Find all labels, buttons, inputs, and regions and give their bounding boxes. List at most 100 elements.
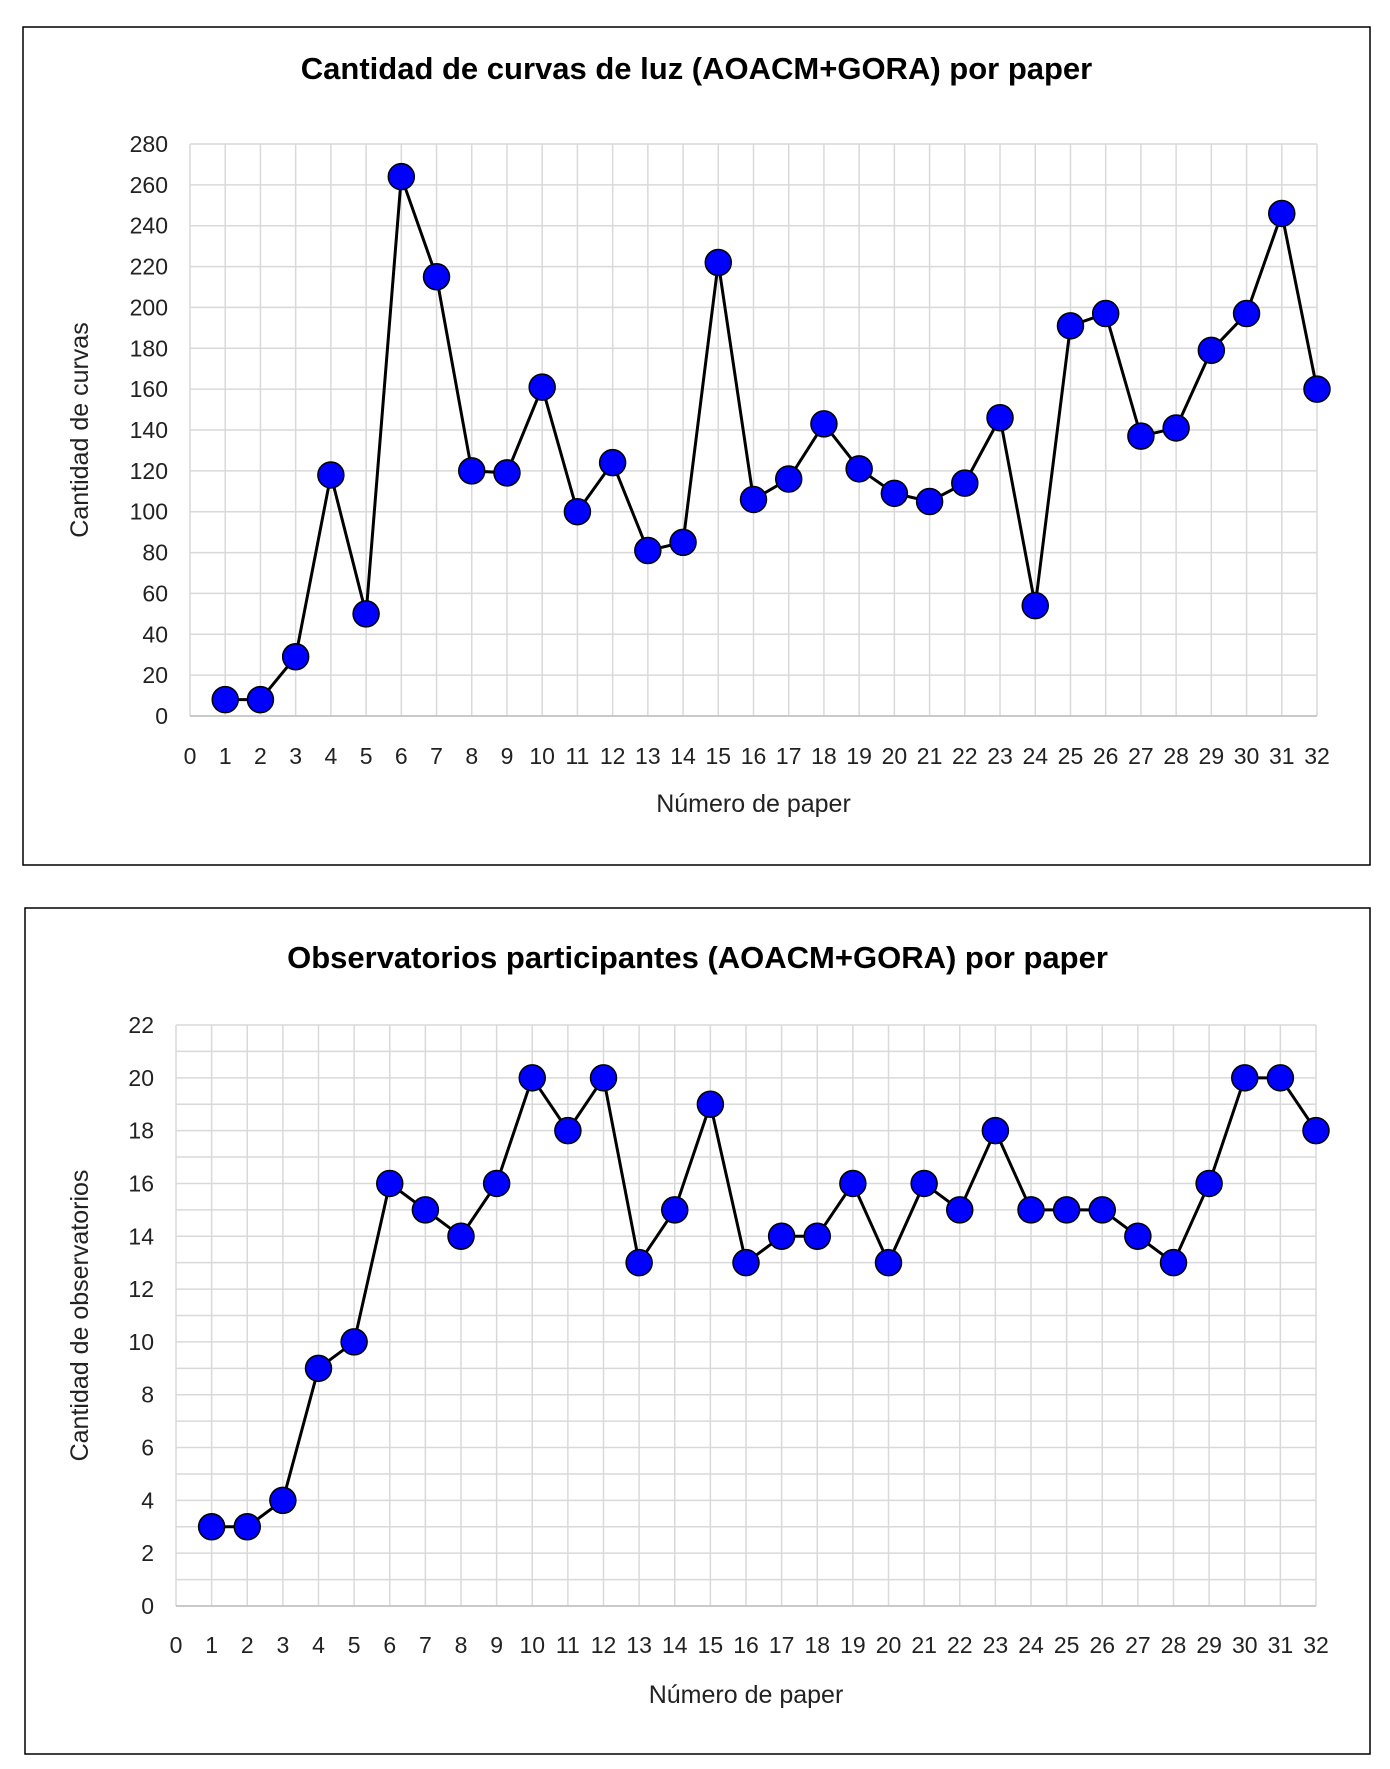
data-point: [696, 1090, 725, 1118]
x-tick-label: 23: [987, 743, 1013, 769]
x-tick-label: 20: [876, 1632, 902, 1658]
data-point: [803, 1222, 831, 1251]
y-tick-label: 240: [130, 213, 168, 239]
data-point: [839, 1169, 867, 1198]
data-point: [1162, 414, 1190, 442]
x-tick-label: 30: [1234, 743, 1260, 769]
y-tick-label: 160: [130, 376, 168, 402]
x-tick-label: 21: [911, 1632, 937, 1658]
data-point: [774, 465, 803, 493]
x-tick-label: 29: [1196, 1632, 1222, 1658]
x-tick-label: 2: [254, 743, 267, 769]
x-tick-label: 21: [917, 743, 943, 769]
x-tick-label: 10: [529, 743, 555, 769]
data-point: [1021, 591, 1049, 620]
y-tick-label: 180: [130, 335, 168, 361]
data-point: [910, 1169, 938, 1198]
data-point: [946, 1196, 974, 1224]
data-point: [482, 1169, 511, 1198]
x-tick-label: 13: [626, 1632, 652, 1658]
data-point: [1017, 1196, 1045, 1224]
series-line: [225, 176, 1319, 702]
x-tick-label: 17: [776, 743, 802, 769]
data-point: [1052, 1196, 1081, 1224]
x-tick-label: 13: [635, 743, 661, 769]
data-point: [1302, 1116, 1330, 1145]
x-tick-label: 9: [490, 1632, 503, 1658]
x-tick-label: 16: [733, 1632, 759, 1658]
data-point: [1197, 336, 1226, 365]
x-tick-label: 5: [348, 1632, 361, 1658]
y-tick-label: 20: [142, 662, 168, 688]
y-axis-title: Cantidad de curvas: [66, 322, 94, 537]
x-tick-label: 30: [1232, 1632, 1258, 1658]
x-tick-label: 12: [591, 1632, 617, 1658]
y-tick-label: 200: [130, 294, 168, 320]
x-tick-label: 16: [741, 743, 767, 769]
x-tick-label: 14: [662, 1632, 688, 1658]
data-point: [387, 162, 416, 191]
x-tick-label: 0: [184, 743, 197, 769]
data-point: [1266, 1064, 1295, 1092]
data-point: [625, 1248, 653, 1277]
y-tick-label: 40: [142, 621, 168, 647]
x-tick-label: 27: [1125, 1632, 1151, 1658]
data-point: [211, 685, 239, 714]
x-tick-label: 2: [241, 1632, 254, 1658]
y-tick-label: 6: [141, 1435, 154, 1461]
x-tick-label: 25: [1058, 743, 1084, 769]
data-point: [447, 1222, 475, 1251]
data-point: [1303, 375, 1331, 403]
data-point: [880, 479, 909, 508]
data-point: [915, 487, 944, 516]
x-tick-label: 4: [324, 743, 337, 769]
data-point: [810, 410, 838, 438]
x-tick-label: 7: [419, 1632, 432, 1658]
x-tick-label: 31: [1269, 743, 1295, 769]
data-point: [352, 600, 380, 628]
data-point: [269, 1486, 297, 1515]
x-tick-label: 11: [556, 1632, 580, 1658]
y-tick-label: 20: [128, 1065, 154, 1091]
data-point: [981, 1116, 1010, 1145]
x-tick-label: 7: [430, 743, 443, 769]
x-axis-title: Número de paper: [656, 790, 851, 818]
x-tick-label: 1: [205, 1632, 218, 1658]
data-point: [1124, 1222, 1152, 1251]
x-tick-label: 6: [383, 1632, 396, 1658]
y-tick-label: 60: [142, 580, 168, 606]
data-point: [589, 1064, 618, 1092]
x-tick-label: 18: [811, 743, 837, 769]
data-point: [246, 685, 275, 714]
x-tick-label: 24: [1022, 743, 1048, 769]
x-tick-label: 28: [1161, 1632, 1187, 1658]
x-axis-title: Número de paper: [649, 1681, 844, 1709]
x-tick-label: 17: [769, 1632, 795, 1658]
y-tick-label: 4: [141, 1487, 154, 1513]
data-point: [986, 403, 1014, 432]
x-tick-label: 10: [519, 1632, 545, 1658]
y-tick-label: 140: [130, 417, 168, 443]
y-tick-label: 100: [130, 499, 168, 525]
y-tick-label: 0: [155, 703, 168, 729]
x-tick-label: 25: [1054, 1632, 1080, 1658]
data-point: [518, 1064, 546, 1092]
data-point: [704, 248, 733, 277]
data-point: [233, 1513, 261, 1541]
data-point: [528, 373, 556, 401]
data-point: [554, 1116, 582, 1145]
chart-2: Observatorios participantes (AOACM+GORA)…: [24, 907, 1371, 1755]
x-tick-label: 32: [1303, 1632, 1329, 1658]
data-point: [598, 448, 627, 477]
x-tick-label: 15: [705, 743, 731, 769]
data-point: [1088, 1196, 1116, 1224]
x-tick-label: 24: [1018, 1632, 1044, 1658]
y-tick-label: 220: [130, 254, 168, 280]
chart-1: Cantidad de curvas de luz (AOACM+GORA) p…: [22, 26, 1371, 866]
data-point: [1159, 1248, 1188, 1277]
x-tick-label: 19: [846, 743, 872, 769]
data-point: [376, 1169, 404, 1198]
chart-title: Observatorios participantes (AOACM+GORA)…: [287, 940, 1108, 975]
x-tick-label: 5: [360, 743, 373, 769]
